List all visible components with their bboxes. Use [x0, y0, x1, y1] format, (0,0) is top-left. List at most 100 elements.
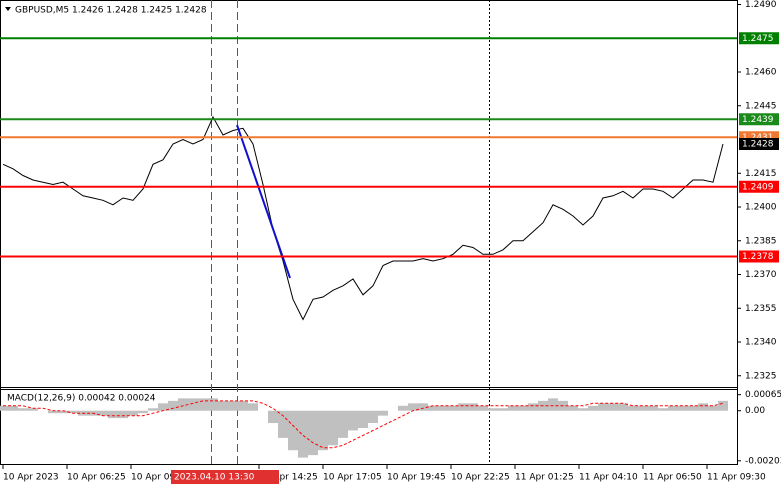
histogram-bar: [528, 403, 538, 411]
histogram-bar: [318, 410, 328, 451]
signal-line: [3, 400, 724, 449]
histogram-bar: [128, 410, 138, 416]
x-tick-label: 11 Apr 01:25: [515, 473, 574, 483]
trend-line: [236, 124, 291, 279]
histogram-bar: [278, 410, 288, 438]
x-tick-label: 10 Apr 22:25: [451, 473, 510, 483]
histogram-bar: [458, 403, 468, 411]
histogram-bar: [248, 403, 258, 411]
x-tick-label: 11 Apr 09:30: [707, 473, 766, 483]
level-box: [739, 180, 779, 193]
price-label: 1.2428: [742, 140, 774, 150]
y-tick-label: 0.00065: [745, 390, 781, 400]
crosshair-box: [171, 470, 279, 484]
y-tick-label: 1.2370: [745, 270, 777, 280]
histogram-bar: [268, 410, 278, 424]
y-tick-label: 1.2490: [745, 0, 777, 10]
histogram-bar: [108, 410, 118, 419]
level-box: [739, 250, 779, 263]
histogram-bar: [158, 403, 168, 411]
histogram-bar: [618, 403, 628, 411]
histogram-bar: [668, 405, 678, 411]
histogram-bar: [478, 405, 488, 411]
histogram-bar: [238, 400, 248, 411]
histogram-bar: [568, 405, 578, 411]
histogram-bar: [628, 405, 638, 411]
histogram-bar: [578, 408, 588, 411]
histogram-bar: [508, 405, 518, 411]
histogram-bar: [48, 410, 58, 414]
histogram-bar: [328, 410, 338, 446]
y-tick-label: 1.2445: [745, 101, 777, 111]
histogram-bar: [8, 405, 18, 411]
histogram-bar: [608, 403, 618, 411]
histogram-bar: [98, 410, 108, 416]
histogram-bar: [498, 408, 508, 411]
histogram-bar: [0, 405, 8, 411]
histogram-bar: [218, 400, 228, 411]
price-panel: [2, 115, 724, 321]
histogram-bar: [708, 405, 718, 411]
menu-triangle: [5, 7, 11, 11]
x-tick-label: 10 Apr 14:25: [259, 473, 318, 483]
histogram-bar: [648, 405, 658, 411]
histogram-bar: [68, 410, 78, 414]
histogram-bar: [308, 410, 318, 456]
histogram-bar: [428, 405, 438, 411]
macd-panel: [0, 398, 728, 458]
histogram-bar: [298, 410, 308, 458]
level-label: 1.2378: [742, 252, 774, 262]
histogram-bar: [178, 398, 188, 411]
x-tick-label: 11 Apr 04:10: [579, 473, 638, 483]
histogram-bar: [168, 400, 178, 411]
histogram-bar: [438, 405, 448, 411]
histogram-bar: [338, 410, 348, 438]
histogram-bar: [208, 398, 218, 411]
histogram-bar: [378, 410, 388, 416]
y-tick-label: 1.2415: [745, 169, 777, 179]
histogram-bar: [468, 403, 478, 411]
y-tick-label: 1.2355: [745, 304, 777, 314]
histogram-bar: [348, 410, 358, 431]
level-label: 1.2409: [742, 182, 774, 192]
y-tick-label: 1.2385: [745, 236, 777, 246]
histogram-bar: [228, 400, 238, 411]
histogram-bar: [718, 400, 728, 411]
histogram-bar: [658, 408, 668, 411]
x-tick-label: 10 Apr 06:25: [67, 473, 126, 483]
histogram-bar: [488, 408, 498, 411]
histogram-bar: [368, 410, 378, 424]
level-box: [739, 113, 779, 126]
histogram-bar: [638, 405, 648, 411]
y-tick-label: 1.2460: [745, 68, 777, 78]
histogram-bar: [198, 398, 208, 411]
y-tick-label: 1.2325: [745, 371, 777, 381]
histogram-bar: [398, 405, 408, 411]
histogram-bar: [588, 405, 598, 411]
histogram-bar: [288, 410, 298, 451]
histogram-bar: [148, 408, 158, 411]
histogram-bar: [58, 410, 68, 414]
histogram-bar: [598, 403, 608, 411]
histogram-bar: [358, 410, 368, 428]
crosshair-label: 2023.04.10 13:30: [174, 473, 255, 483]
level-label: 1.2475: [742, 34, 774, 44]
histogram-bar: [28, 408, 38, 411]
histogram-bar: [688, 405, 698, 411]
y-tick-label: 1.2340: [745, 338, 777, 348]
x-tick-label: 10 Apr 19:45: [387, 473, 446, 483]
price-line: [2, 115, 724, 321]
y-tick-label: 0.00: [745, 406, 765, 416]
y-tick-label: 1.2400: [745, 203, 777, 213]
histogram-bar: [548, 398, 558, 411]
histogram-bar: [448, 405, 458, 411]
x-tick-label: 10 Apr 17:05: [323, 473, 382, 483]
x-tick-label: 10 Apr 2023: [3, 473, 59, 483]
histogram-bar: [698, 403, 708, 411]
level-label: 1.2431: [742, 133, 774, 143]
level-box: [739, 32, 779, 45]
indicator-title: MACD(12,26,9) 0.00042 0.00024: [7, 394, 156, 404]
histogram-bar: [188, 398, 198, 411]
